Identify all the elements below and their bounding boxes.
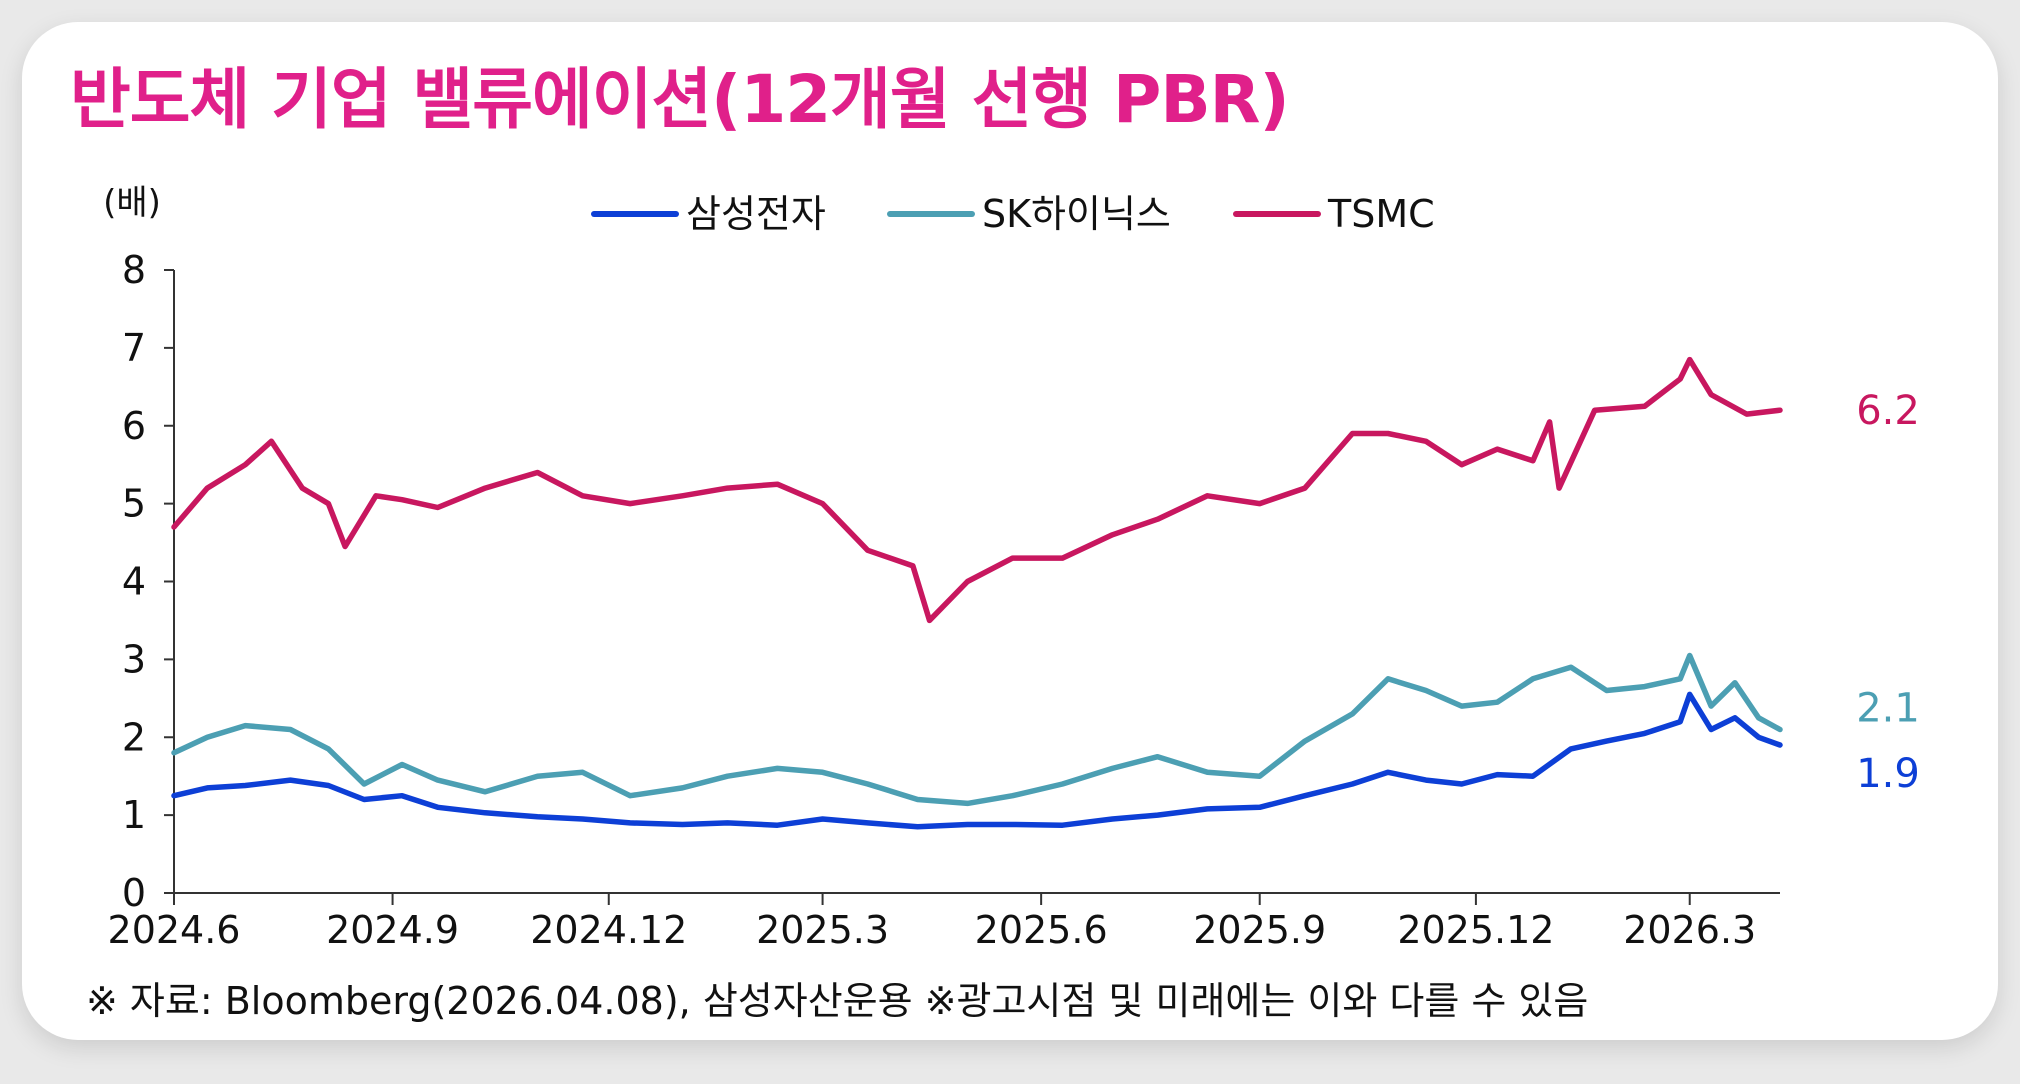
series-line-skhynix bbox=[171, 652, 1783, 807]
x-tick-label: 2025.6 bbox=[975, 908, 1108, 952]
source-footnote: ※ 자료: Bloomberg(2026.04.08), 삼성자산운용 ※광고시… bbox=[86, 979, 1589, 1023]
series-line-samsung bbox=[171, 691, 1783, 830]
x-tick-label: 2024.9 bbox=[326, 908, 459, 952]
end-value-label-skhynix: 2.1 bbox=[1856, 685, 1920, 731]
y-tick-label: 2 bbox=[122, 715, 146, 759]
end-value-label-tsmc: 6.2 bbox=[1856, 388, 1920, 434]
y-tick-label: 1 bbox=[122, 793, 146, 837]
y-tick-label: 7 bbox=[122, 326, 146, 370]
x-tick-label: 2026.3 bbox=[1623, 908, 1756, 952]
legend-label-samsung: 삼성전자 bbox=[686, 192, 826, 236]
axes: 0 1 2 3 4 5 6 7 8 (배) 2024.6 2024.9 2024.12 2025.3 202… bbox=[103, 183, 1780, 952]
x-tick-label: 2024.6 bbox=[108, 908, 241, 952]
y-axis-unit-label: (배) bbox=[103, 183, 161, 223]
series-lines bbox=[171, 356, 1783, 830]
y-tick-label: 0 bbox=[122, 871, 146, 915]
y-tick-label: 4 bbox=[122, 560, 146, 604]
y-tick-label: 5 bbox=[122, 482, 146, 526]
legend: 삼성전자 SK하이닉스 TSMC bbox=[591, 192, 1435, 236]
x-tick-label: 2025.3 bbox=[756, 908, 889, 952]
x-tick-label: 2025.12 bbox=[1397, 908, 1554, 952]
y-tick-label: 6 bbox=[122, 404, 146, 448]
x-tick-label: 2024.12 bbox=[530, 908, 687, 952]
end-labels: 1.9 2.1 6.2 bbox=[1856, 388, 1920, 797]
y-tick-label: 8 bbox=[122, 248, 146, 292]
end-value-label-samsung: 1.9 bbox=[1856, 751, 1920, 797]
legend-label-skhynix: SK하이닉스 bbox=[982, 192, 1171, 236]
series-line-tsmc bbox=[171, 356, 1783, 624]
chart-title: 반도체 기업 밸류에이션(12개월 선행 PBR) bbox=[70, 61, 1290, 138]
x-tick-label: 2025.9 bbox=[1193, 908, 1326, 952]
legend-label-tsmc: TSMC bbox=[1327, 192, 1435, 236]
y-tick-label: 3 bbox=[122, 637, 146, 681]
